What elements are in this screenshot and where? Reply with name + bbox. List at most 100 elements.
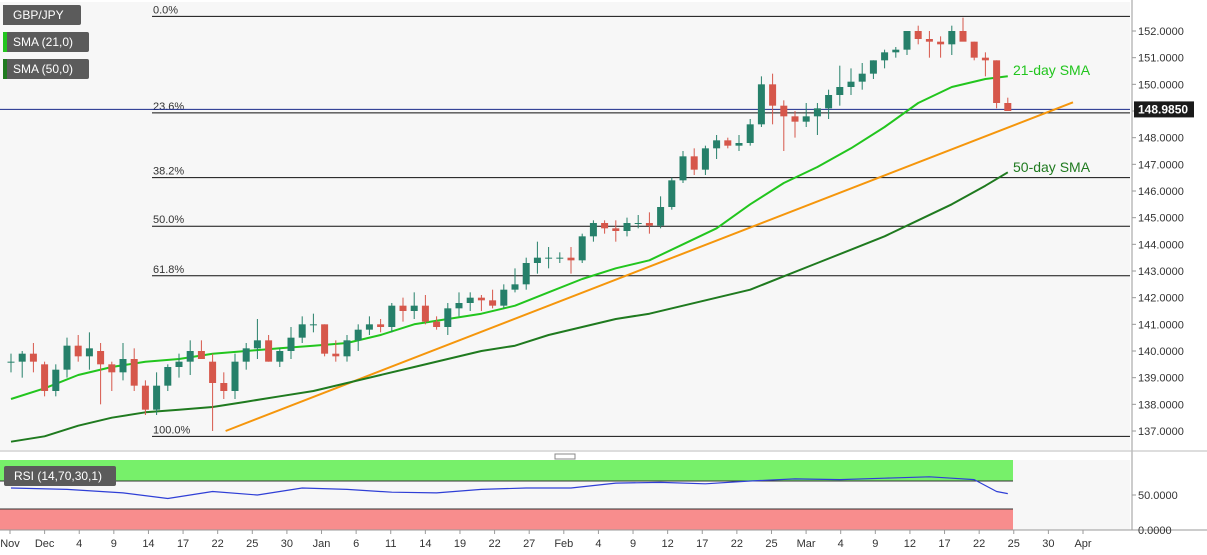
y-tick-label: 148.0000: [1138, 133, 1184, 145]
x-tick-label: 30: [1042, 538, 1054, 550]
rsi-tag[interactable]: RSI (14,70,30,1): [4, 466, 116, 486]
x-tick-label: 9: [111, 538, 117, 550]
candle: [668, 180, 676, 207]
sma21-label: SMA (21,0): [13, 35, 74, 49]
fib-level-label: 0.0%: [153, 4, 178, 16]
x-tick-label: Feb: [554, 538, 573, 550]
candle: [186, 351, 194, 362]
candle: [970, 41, 978, 58]
instrument-tag[interactable]: GBP/JPY: [3, 5, 81, 25]
instrument-swatch: [3, 5, 7, 25]
candle: [365, 324, 373, 330]
candle: [421, 305, 429, 322]
x-tick-label: 19: [454, 538, 466, 550]
x-tick-label: 14: [419, 538, 431, 550]
candle: [645, 223, 653, 226]
x-tick-label: 4: [76, 538, 82, 550]
sma50-line: [10, 171, 1009, 443]
candle: [130, 359, 138, 386]
candle: [399, 305, 407, 311]
last-price-label: 148.9850: [1138, 102, 1188, 116]
candle: [108, 364, 116, 373]
candle: [175, 361, 183, 367]
y-tick-label: 152.0000: [1138, 26, 1184, 38]
candle: [634, 223, 642, 224]
x-tick-label: 17: [177, 538, 189, 550]
rsi-line: [10, 476, 1008, 500]
candle: [253, 340, 261, 349]
x-tick-label: 17: [938, 538, 950, 550]
candle: [836, 87, 844, 95]
candle: [444, 308, 452, 327]
candle: [757, 84, 765, 125]
candle: [959, 31, 967, 42]
candle: [623, 223, 631, 231]
candle: [746, 124, 754, 143]
x-tick-label: 12: [662, 538, 674, 550]
candle: [287, 337, 295, 351]
candle: [802, 116, 810, 122]
candle: [153, 385, 161, 410]
candle: [265, 340, 273, 362]
candle: [119, 359, 127, 373]
candle: [981, 57, 989, 61]
candle: [735, 143, 743, 146]
candle: [511, 284, 519, 290]
candle: [769, 84, 777, 106]
x-tick-label: 6: [353, 538, 359, 550]
sma21-tag[interactable]: SMA (21,0): [3, 32, 89, 52]
last-price-box: [1134, 101, 1194, 118]
candle: [231, 361, 239, 391]
candle: [903, 31, 911, 50]
fib-level-label: 100.0%: [153, 424, 191, 436]
sma50-annotation: 50-day SMA: [1013, 159, 1091, 175]
candle: [433, 321, 441, 327]
y-tick-label: 141.0000: [1138, 319, 1184, 331]
candle: [466, 297, 474, 303]
candle: [925, 39, 933, 42]
x-tick-label: 4: [595, 538, 601, 550]
candle: [141, 385, 149, 410]
candle: [780, 105, 788, 117]
x-tick-label: 25: [246, 538, 258, 550]
candle: [589, 223, 597, 237]
x-tick-label: Nov: [0, 538, 20, 550]
instrument-label: GBP/JPY: [13, 8, 64, 22]
candle: [410, 305, 418, 311]
candle: [41, 364, 49, 391]
candle: [74, 345, 82, 357]
rsi-y-tick-label: 50.0000: [1138, 490, 1178, 502]
candle: [612, 228, 620, 231]
fib-level-label: 38.2%: [153, 166, 184, 178]
candle: [164, 367, 172, 386]
y-tick-label: 145.0000: [1138, 213, 1184, 225]
sma50-tag[interactable]: SMA (50,0): [3, 59, 89, 79]
x-tick-label: 22: [488, 538, 500, 550]
candle: [914, 31, 922, 39]
x-tick-label: 14: [142, 538, 154, 550]
candle: [343, 340, 351, 357]
price-panel: 0.0% 23.6% 38.2% 50.0% 61.8% 100.0% 21-day SMA…: [0, 2, 1130, 450]
candle: [937, 41, 945, 45]
y-tick-label: 147.0000: [1138, 159, 1184, 171]
candle: [948, 31, 956, 45]
x-tick-label: 9: [630, 538, 636, 550]
support-trendline: [225, 101, 1074, 432]
y-tick-label: 150.0000: [1138, 79, 1184, 91]
x-tick-label: 9: [872, 538, 878, 550]
x-tick-label: Dec: [35, 538, 55, 550]
candle: [701, 148, 709, 170]
candle: [601, 223, 609, 229]
candle: [567, 257, 575, 261]
x-tick-label: Mar: [797, 538, 816, 550]
y-tick-label: 144.0000: [1138, 239, 1184, 251]
candle: [309, 324, 317, 326]
x-tick-label: 22: [212, 538, 224, 550]
x-tick-label: 22: [731, 538, 743, 550]
candle: [477, 297, 485, 301]
candle: [197, 351, 205, 359]
rsi-label: RSI (14,70,30,1): [14, 469, 103, 483]
y-tick-label: 142.0000: [1138, 293, 1184, 305]
candle: [7, 361, 15, 363]
